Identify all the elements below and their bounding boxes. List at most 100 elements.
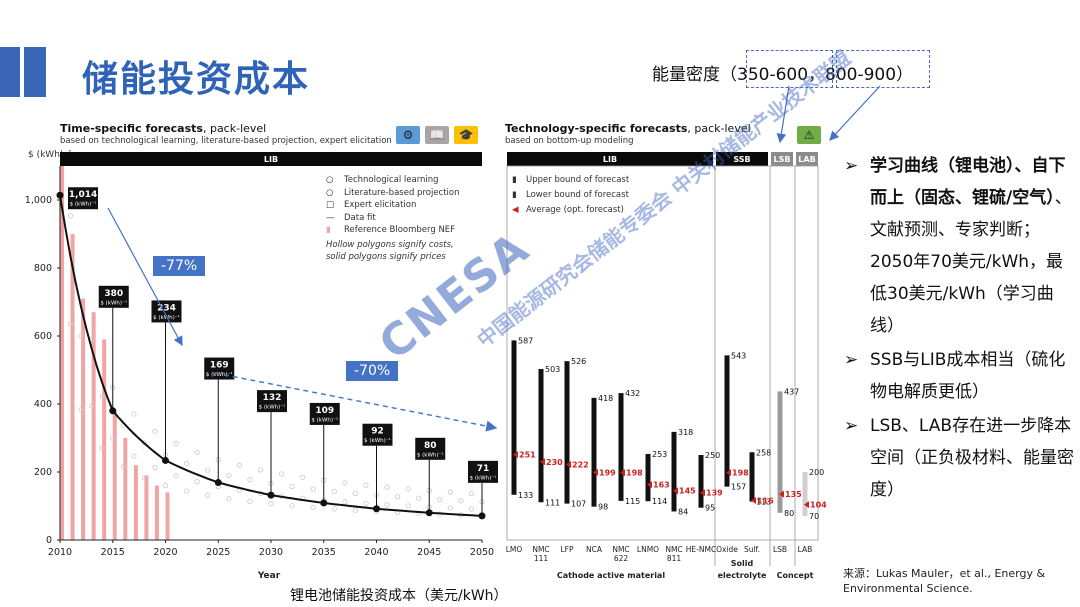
category-label: 811 — [667, 554, 682, 563]
y-tick-label: 400 — [34, 399, 52, 410]
forecast-marker — [384, 502, 390, 508]
right-plot-frame — [506, 165, 819, 541]
forecast-marker — [300, 474, 306, 480]
range-bar — [724, 355, 730, 487]
forecast-marker — [99, 393, 105, 399]
forecast-marker — [78, 406, 84, 413]
right-ssb-band: SSB — [716, 152, 768, 166]
average-marker — [726, 469, 731, 477]
upper-label: 258 — [756, 448, 771, 457]
lower-label: 95 — [705, 504, 715, 513]
average-label: 135 — [785, 490, 802, 499]
energy-density-range1: 350-600 — [737, 65, 809, 85]
data-label: 380 — [104, 289, 123, 299]
forecast-marker — [194, 449, 200, 456]
x-tick-label: 2040 — [364, 547, 388, 558]
left-chart: 0 200 400 600 800 1,000 2010 2015 2020 2025 2030 20… — [25, 166, 498, 581]
category-label: NMC — [532, 545, 549, 554]
range-bar — [618, 393, 624, 501]
reduction-arrow-2 — [214, 372, 498, 432]
x-tick-label: 2050 — [470, 547, 494, 558]
bnef-bar — [112, 410, 117, 540]
average-marker — [620, 469, 625, 477]
forecast-marker — [384, 484, 390, 490]
upper-label: 437 — [784, 387, 799, 396]
category-label: LFP — [560, 545, 573, 554]
reduction-badge-1: -77% — [153, 256, 206, 276]
forecast-marker — [363, 482, 369, 488]
lower-label: 157 — [731, 483, 746, 492]
forecast-marker — [131, 453, 137, 459]
average-marker — [673, 487, 678, 495]
arrow-bullet-icon: ➢ — [844, 156, 859, 176]
right-figure-title: Technology-specific forecasts, pack-leve… — [505, 122, 751, 135]
range-bar — [671, 431, 677, 512]
forecast-marker — [247, 477, 253, 483]
right-figure-subtitle: based on bottom-up modeling — [505, 136, 634, 146]
forecast-marker — [131, 411, 137, 417]
forecast-marker — [405, 503, 411, 509]
range1-dashed-box — [746, 50, 833, 88]
legend-item: □ Expert elicitation — [326, 200, 417, 210]
average-marker — [513, 451, 518, 459]
forecast-marker — [152, 464, 158, 471]
average-label: 145 — [679, 487, 696, 496]
upper-label: 250 — [705, 451, 720, 460]
average-marker — [700, 489, 705, 497]
callout-box — [68, 187, 98, 210]
group-label: Solid — [731, 559, 754, 568]
left-figure-title: Time-specific forecasts, pack-level — [60, 122, 267, 135]
average-label: 251 — [519, 451, 536, 460]
bnef-bar — [70, 234, 75, 540]
arrow-bullet-icon: ➢ — [844, 350, 859, 370]
density-arrow-1 — [776, 85, 790, 144]
category-label: NMC — [665, 545, 682, 554]
upper-label: 526 — [571, 357, 586, 366]
callout-box — [362, 423, 393, 446]
lower-label: 84 — [678, 507, 688, 516]
average-label: 199 — [599, 468, 616, 477]
average-label: 198 — [732, 469, 749, 478]
callout-box — [309, 402, 340, 425]
energy-density-text: 能量密度 — [652, 65, 720, 85]
forecast-marker — [310, 486, 316, 492]
y-tick-label: 600 — [34, 331, 52, 342]
forecast-marker — [184, 488, 190, 494]
upper-label: 587 — [518, 336, 533, 345]
forecast-marker — [110, 435, 116, 441]
forecast-marker — [67, 213, 74, 219]
data-point — [56, 191, 64, 199]
bnef-bar — [133, 465, 138, 540]
upper-label: 418 — [598, 394, 613, 403]
average-marker — [593, 468, 598, 476]
lower-label: 113 — [756, 498, 771, 507]
y-tick-label: 1,000 — [25, 195, 52, 206]
legend-item: ○ Literature-based projection — [326, 187, 460, 198]
bnef-bar — [154, 485, 159, 540]
category-label: Sulf. — [744, 545, 760, 554]
x-tick-label: 2020 — [153, 547, 177, 558]
right-legend: ▮ Upper bound of forecast ▮ Lower bound of… — [512, 173, 629, 218]
range2-dashed-box — [836, 50, 930, 88]
callout-box — [98, 285, 129, 308]
range-bar — [777, 391, 783, 513]
average-label: 104 — [810, 501, 827, 510]
left-lib-band: LIB — [60, 152, 482, 166]
forecast-marker — [310, 504, 316, 510]
data-label-unit: $ (kWh)⁻¹ — [100, 299, 127, 306]
forecast-marker — [268, 501, 274, 507]
group-label: electrolyte — [718, 571, 767, 580]
forecast-marker — [78, 333, 84, 339]
legend-item: — Data fit — [326, 212, 376, 223]
average-label: 198 — [626, 469, 643, 478]
graduation-cap-icon: 🎓 — [454, 126, 478, 144]
chart-caption: 锂电池储能投资成本（美元/kWh） — [290, 588, 508, 604]
average-label: 139 — [706, 489, 723, 498]
forecast-marker — [289, 503, 295, 509]
range-bar — [511, 340, 517, 495]
right-chart: 587133251LMO503111230NMC111526107222LFP4… — [506, 165, 827, 580]
annotation-arrows — [107, 85, 881, 432]
upper-label: 200 — [809, 468, 824, 477]
forecast-marker — [226, 472, 232, 479]
